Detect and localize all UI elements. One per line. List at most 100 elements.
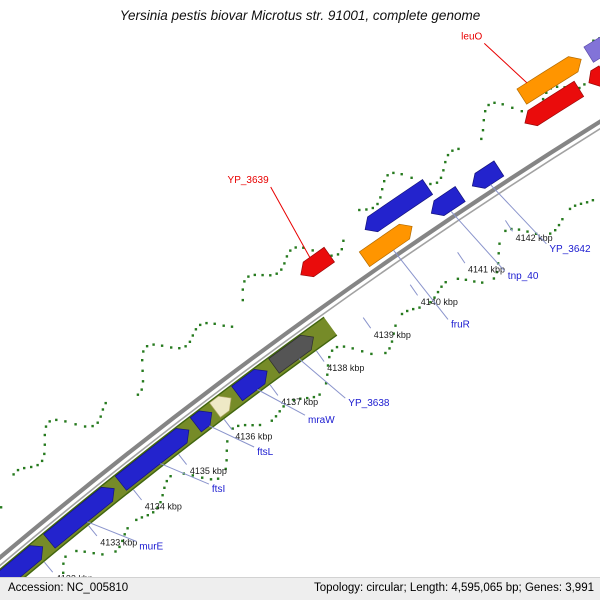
gc-plot-dot [121,539,124,543]
gene-tnp_40[interactable] [430,186,466,216]
gene-fruR[interactable] [358,223,413,268]
gc-plot-dot [285,255,289,258]
accession-text: Accession: NC_005810 [8,582,129,594]
gene-label-ftsI: ftsI [212,484,225,495]
gene-callout-line-mraW [257,389,306,416]
gc-plot-dot [104,401,107,405]
gene-YP_3639[interactable] [300,246,335,278]
gene-ftsL[interactable] [189,410,213,433]
gc-plot-dot [326,373,329,376]
gc-plot-dot [406,309,409,313]
gc-plot-dot [554,229,557,232]
gene-mraW[interactable] [231,369,268,402]
gene-label-ftsL: ftsL [257,447,274,458]
gc-plot-dot [444,160,447,164]
gc-plot-dot [184,345,187,348]
gc-plot-dot [433,296,436,299]
gene-cds-blue-big[interactable] [364,179,434,233]
gc-plot-dot [583,83,586,86]
gene-ftsI[interactable] [114,428,190,491]
gene-cds-cream[interactable] [209,395,232,418]
gene-leuO[interactable] [516,56,582,105]
gene-YP_3642[interactable] [471,160,505,189]
gene-callout-line-ftsL [208,425,255,448]
gc-plot-dot [101,553,104,556]
gc-plot-dot [159,501,162,504]
gc-plot-dot [429,182,432,186]
gc-plot-dot [62,571,65,574]
gc-plot-dot [418,306,421,309]
gc-plot-dot [383,180,386,183]
gc-plot-dot [43,452,46,456]
gc-plot-dot [429,301,432,304]
gc-plot-dot [283,262,286,265]
gc-plot-dot [456,277,460,280]
gc-plot-dot [504,229,507,233]
gc-plot-dot [156,506,159,510]
gene-cds-red-2[interactable] [588,65,600,87]
gc-plot-dot [178,347,181,350]
gc-plot-dot [258,423,262,427]
gene-callout-line-leuO [483,43,528,84]
gc-plot-dot [335,345,339,349]
gc-plot-dot [311,249,314,252]
gc-plot-dot [251,424,254,427]
gc-plot-dot [312,395,316,399]
gc-plot-dot [40,459,44,463]
gc-plot-dot [342,239,345,242]
gc-plot-dot [163,486,166,489]
gene-label-YP_3642: YP_3642 [549,244,591,255]
gene-callout-line-YP_3638 [298,358,346,399]
gc-plot-dot [123,533,126,536]
gc-plot-dot [592,39,595,42]
gc-plot-dot [497,252,500,255]
gc-plot-dot [278,410,281,413]
gc-plot-dot [83,425,87,428]
gene-callout-line-fruR [393,249,449,320]
gene-YP_3638[interactable] [268,334,314,374]
tick-line [504,220,513,232]
gc-plot-dot [55,418,58,422]
gc-plot-dot [209,478,213,481]
gc-plot-dot [381,188,384,191]
gene-cds-purple-1[interactable] [583,8,600,63]
gc-plot-dot [205,321,208,325]
gc-plot-dot [294,246,297,249]
gene-callout-line-YP_3639 [270,186,311,258]
gc-plot-dot [451,149,454,152]
gc-plot-dot [118,545,121,549]
gene-label-YP_3639: YP_3639 [228,175,270,186]
gc-plot-dot [226,440,229,443]
gc-plot-dot [75,549,78,553]
gc-plot-dot [302,246,305,249]
tick-label: 4137 kbp [281,397,318,407]
gc-plot-dot [99,415,102,418]
gene-murE[interactable] [43,486,115,549]
gc-plot-dot [520,110,523,113]
gc-plot-dot [446,153,450,157]
gc-plot-dot [436,290,440,294]
gc-plot-dot [101,408,105,411]
gc-plot-dot [392,332,395,335]
gene-cds-red-1[interactable] [524,80,585,127]
topology-text: Topology: circular; Length: 4,595,065 bp… [313,582,594,594]
gc-plot-dot [261,273,264,277]
tick-label: 4138 kbp [327,363,364,373]
gc-plot-dot [289,249,292,252]
gc-plot-dot [541,97,545,101]
gc-plot-dot [330,349,334,352]
gc-plot-dot [282,405,285,408]
gc-plot-dot [412,307,415,311]
gc-plot-dot [439,176,443,179]
gc-plot-dot [201,476,204,479]
gene-label-leuO: leuO [461,31,482,42]
gc-plot-dot [146,514,149,517]
gene-label-murE: murE [139,541,163,552]
gc-plot-dot [136,393,140,396]
gc-plot-dot [384,351,387,355]
gc-plot-dot [225,449,228,452]
tick-line [88,525,98,537]
